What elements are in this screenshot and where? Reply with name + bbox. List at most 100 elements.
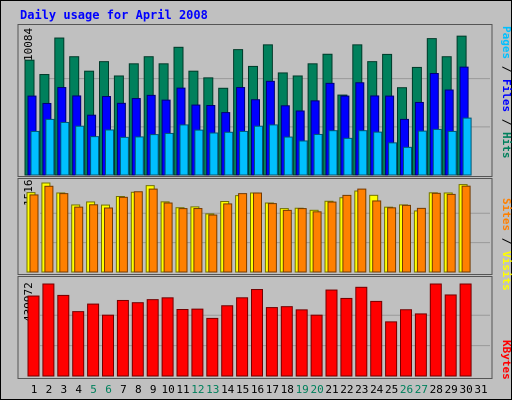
kbytes-bar <box>206 317 219 377</box>
hits-panel-legend: Pages / Files / Hits <box>500 26 512 159</box>
kbytes-bar <box>265 307 278 377</box>
pages-bar <box>209 132 219 176</box>
panel-kbytes-frame <box>17 276 493 379</box>
pages-bar <box>179 124 189 176</box>
pages-bar <box>30 130 40 176</box>
x-tick-label: 31 <box>474 383 487 396</box>
pages-bar <box>358 130 368 176</box>
sites-bar <box>208 214 218 273</box>
sites-bar <box>59 193 69 273</box>
legend-sep-1: / <box>500 59 512 79</box>
kbytes-bar <box>131 302 144 377</box>
pages-bar <box>298 140 308 176</box>
chart-title: Daily usage for April 2008 <box>20 8 208 22</box>
x-tick-label: 25 <box>385 383 398 396</box>
pages-bar <box>164 132 174 176</box>
pages-bar <box>432 128 442 176</box>
kbytes-bar <box>251 289 263 377</box>
sites-bar <box>74 206 84 273</box>
x-tick-label: 11 <box>176 383 189 396</box>
pages-bar <box>388 142 398 176</box>
legend-kbytes: KBytes <box>500 340 512 380</box>
legend-files: Files <box>500 79 512 112</box>
kbytes-bar <box>102 314 114 377</box>
x-tick-label: 20 <box>310 383 323 396</box>
x-tick-label: 2 <box>46 383 53 396</box>
kbytes-bar <box>310 314 323 377</box>
sites-bar <box>416 207 426 273</box>
kbytes-bar <box>176 309 189 377</box>
pages-bar <box>313 133 323 176</box>
kbytes-bar <box>340 297 353 377</box>
sites-bar <box>357 188 367 273</box>
x-tick-label: 12 <box>191 383 204 396</box>
x-tick-label: 19 <box>296 383 309 396</box>
hits-panel-max-label: 10084 <box>22 28 35 61</box>
pages-bar <box>134 136 144 176</box>
kbytes-bar <box>87 303 100 377</box>
kbytes-bar <box>325 289 338 377</box>
x-tick-label: 16 <box>251 383 264 396</box>
legend-sep-2: / <box>500 112 512 132</box>
pages-bar <box>254 125 263 176</box>
x-tick-label: 5 <box>90 383 97 396</box>
x-tick-label: 23 <box>355 383 368 396</box>
sites-bar <box>431 192 441 273</box>
x-tick-label: 9 <box>150 383 157 396</box>
sites-bar <box>223 203 233 273</box>
kbytes-bar <box>385 321 398 377</box>
x-tick-label: 17 <box>266 383 279 396</box>
legend-pages: Pages <box>500 26 512 59</box>
sites-bar <box>446 193 456 273</box>
x-tick-label: 3 <box>60 383 67 396</box>
sites-bar <box>178 208 188 273</box>
pages-bar <box>283 136 293 176</box>
pages-bar <box>60 121 70 176</box>
sites-bar <box>372 200 382 273</box>
sites-bar <box>148 188 158 273</box>
legend-visits: Visits <box>500 251 512 291</box>
sites-bar <box>267 203 277 273</box>
kbytes-bar <box>57 294 70 377</box>
sites-bar <box>342 194 352 273</box>
x-tick-label: 26 <box>400 383 413 396</box>
sites-bar <box>89 204 99 273</box>
sites-bar <box>238 193 248 273</box>
kbytes-bar <box>116 299 129 377</box>
sites-bar <box>327 201 337 273</box>
x-tick-label: 14 <box>221 383 235 396</box>
x-tick-label: 27 <box>415 383 428 396</box>
x-axis-day-labels: 1 2 3 4 5 6 7 8 9 10 11 12 13 14 15 16 17 18 19 20 21 22 23 24 2… <box>31 383 488 396</box>
sites-bar <box>193 208 203 273</box>
sites-bar <box>163 202 173 273</box>
x-tick-label: 30 <box>459 383 472 396</box>
kbytes-bar <box>355 286 368 377</box>
pages-bar <box>462 117 472 176</box>
panel-hits-frame <box>17 24 493 177</box>
x-tick-label: 28 <box>430 383 443 396</box>
legend-sep-3: / <box>500 231 512 251</box>
sites-bar <box>297 208 307 273</box>
kbytes-bar <box>444 294 457 377</box>
sites-bar <box>29 194 39 273</box>
x-tick-label: 10 <box>161 383 174 396</box>
kbytes-bar <box>429 283 442 377</box>
pages-bar <box>373 131 383 176</box>
kbytes-bar <box>42 283 55 377</box>
x-tick-label: 6 <box>105 383 112 396</box>
x-tick-label: 4 <box>75 383 82 396</box>
panel-visits-frame <box>17 178 493 275</box>
sites-bar <box>312 211 322 273</box>
pages-bar <box>45 118 55 176</box>
pages-bar <box>119 136 129 176</box>
sites-bar <box>133 191 143 273</box>
x-tick-label: 1 <box>31 383 38 396</box>
pages-bar <box>224 131 234 176</box>
pages-bar <box>343 137 353 176</box>
x-tick-label: 29 <box>445 383 458 396</box>
kbytes-bar <box>236 297 249 377</box>
sites-bar <box>282 209 292 273</box>
sites-bar <box>461 185 471 273</box>
pages-bar <box>105 129 114 176</box>
